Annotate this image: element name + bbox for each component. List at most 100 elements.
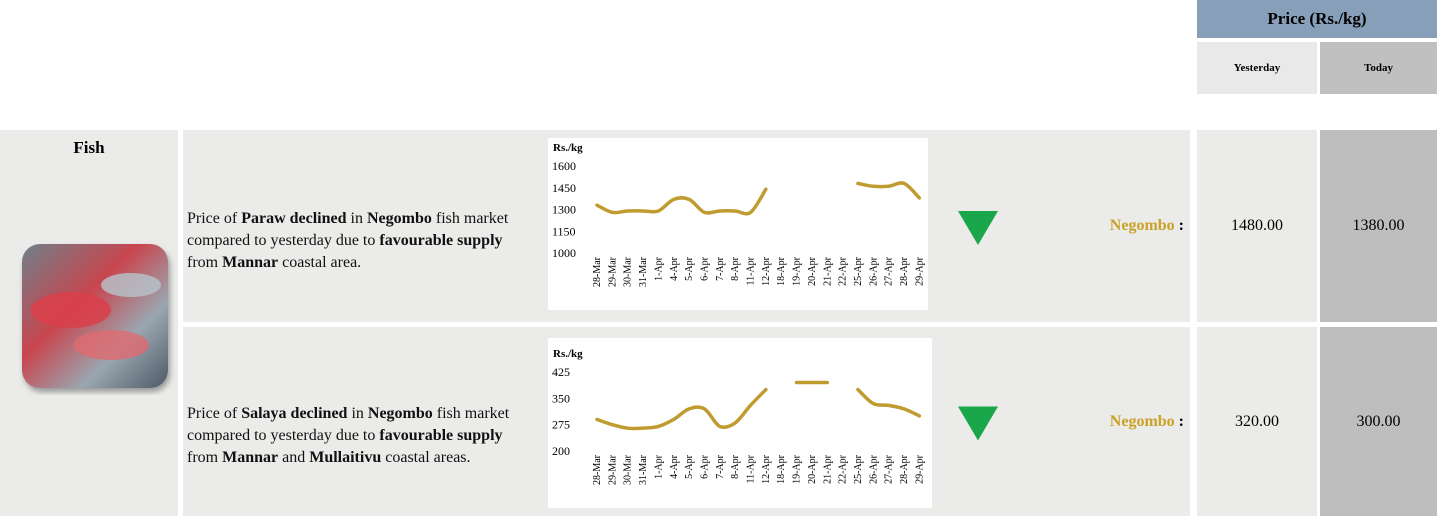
x-tick-label: 27-Apr bbox=[884, 256, 895, 286]
description-segment: favourable supply bbox=[379, 232, 503, 249]
y-tick-label: 425 bbox=[552, 365, 570, 379]
x-tick-label: 1-Apr bbox=[653, 454, 664, 479]
x-tick-label: 30-Mar bbox=[623, 256, 634, 287]
x-tick-label: 31-Mar bbox=[638, 256, 649, 287]
yesterday-price: 320.00 bbox=[1197, 327, 1317, 516]
today-price: 1380.00 bbox=[1320, 130, 1437, 322]
x-tick-label: 12-Apr bbox=[761, 454, 772, 484]
x-tick-label: 11-Apr bbox=[746, 256, 757, 285]
category-cell: Fish bbox=[0, 130, 178, 516]
description-segment: and bbox=[278, 448, 310, 466]
x-tick-label: 5-Apr bbox=[684, 454, 695, 479]
yesterday-header: Yesterday bbox=[1197, 42, 1317, 94]
x-tick-label: 4-Apr bbox=[669, 454, 680, 479]
description-segment: Paraw declined bbox=[241, 210, 347, 227]
today-header: Today bbox=[1320, 42, 1437, 94]
x-tick-label: 22-Apr bbox=[838, 256, 849, 286]
x-tick-label: 6-Apr bbox=[699, 454, 710, 479]
x-tick-label: 27-Apr bbox=[884, 454, 895, 484]
x-tick-label: 7-Apr bbox=[715, 256, 726, 281]
description-segment: from bbox=[187, 448, 223, 466]
description-segment: Salaya declined bbox=[241, 404, 348, 422]
separator: : bbox=[1178, 217, 1184, 234]
description-text: Price of Salaya declined in Negombo fish… bbox=[187, 403, 537, 469]
description-segment: Negombo bbox=[366, 210, 432, 227]
x-tick-label: 20-Apr bbox=[807, 454, 818, 484]
trend-down-arrow bbox=[958, 406, 998, 441]
description-segment: coastal areas. bbox=[381, 448, 471, 466]
x-tick-label: 29-Apr bbox=[914, 454, 925, 484]
x-tick-label: 4-Apr bbox=[669, 256, 680, 281]
description-segment: in bbox=[346, 210, 367, 227]
market-name: Negombo bbox=[1109, 412, 1175, 430]
x-tick-label: 26-Apr bbox=[868, 256, 879, 286]
y-tick-label: 1300 bbox=[552, 203, 576, 217]
description-segment: Mannar bbox=[222, 254, 279, 271]
y-tick-label: 350 bbox=[552, 391, 570, 405]
separator: : bbox=[1178, 412, 1184, 430]
description-segment: Negombo bbox=[367, 404, 433, 422]
x-tick-label: 28-Mar bbox=[592, 454, 603, 485]
x-tick-label: 25-Apr bbox=[853, 454, 864, 484]
x-tick-label: 19-Apr bbox=[792, 454, 803, 484]
x-tick-label: 8-Apr bbox=[730, 256, 741, 281]
description-segment: Mullaitivu bbox=[309, 448, 382, 466]
description-segment: in bbox=[347, 404, 368, 422]
x-tick-label: 29-Apr bbox=[914, 256, 925, 286]
x-tick-label: 20-Apr bbox=[807, 256, 818, 286]
x-tick-label: 29-Mar bbox=[607, 454, 618, 485]
description-segment: Mannar bbox=[222, 448, 279, 466]
fish-image bbox=[22, 244, 170, 392]
description-segment: fish market compared to yesterday due to bbox=[187, 210, 509, 249]
x-tick-label: 29-Mar bbox=[607, 256, 618, 287]
description-segment: favourable supply bbox=[379, 426, 503, 444]
x-tick-label: 25-Apr bbox=[853, 256, 864, 286]
yesterday-price: 1480.00 bbox=[1197, 130, 1317, 322]
x-tick-label: 28-Apr bbox=[899, 256, 910, 286]
y-axis-label: Rs./kg bbox=[553, 348, 583, 360]
price-line bbox=[595, 380, 922, 431]
x-tick-label: 1-Apr bbox=[653, 256, 664, 281]
description-text: Price of Paraw declined in Negombo fish … bbox=[187, 208, 537, 274]
x-tick-label: 22-Apr bbox=[838, 454, 849, 484]
today-price: 300.00 bbox=[1320, 327, 1437, 516]
category-label: Fish bbox=[73, 138, 105, 157]
description-segment: coastal area. bbox=[278, 254, 362, 271]
chart-background bbox=[548, 138, 928, 310]
x-tick-label: 21-Apr bbox=[822, 256, 833, 286]
y-axis-label: Rs./kg bbox=[553, 142, 583, 154]
price-header: Price (Rs./kg) bbox=[1197, 0, 1437, 38]
x-tick-label: 8-Apr bbox=[730, 454, 741, 479]
y-tick-label: 1450 bbox=[552, 181, 576, 195]
description-segment: Price of bbox=[187, 210, 242, 227]
x-tick-label: 18-Apr bbox=[776, 256, 787, 286]
y-tick-label: 1000 bbox=[552, 246, 576, 260]
description-segment: Price of bbox=[187, 404, 242, 422]
x-tick-label: 26-Apr bbox=[868, 454, 879, 484]
price-line bbox=[595, 181, 922, 216]
x-tick-label: 21-Apr bbox=[822, 454, 833, 484]
y-tick-label: 1150 bbox=[552, 224, 576, 238]
x-tick-label: 28-Mar bbox=[592, 256, 603, 287]
y-tick-label: 1600 bbox=[552, 159, 576, 173]
x-tick-label: 11-Apr bbox=[746, 454, 757, 483]
description: Price of Paraw declined in Negombo fish … bbox=[187, 130, 537, 322]
description-segment: from bbox=[187, 254, 223, 271]
x-tick-label: 7-Apr bbox=[715, 454, 726, 479]
x-tick-label: 12-Apr bbox=[761, 256, 772, 286]
market: Negombo: bbox=[1040, 413, 1190, 431]
description-segment: fish market compared to yesterday due to bbox=[187, 404, 510, 444]
trend-down-arrow bbox=[958, 211, 998, 245]
x-tick-label: 5-Apr bbox=[684, 256, 695, 281]
x-tick-label: 18-Apr bbox=[776, 454, 787, 484]
x-tick-label: 28-Apr bbox=[899, 454, 910, 484]
x-tick-label: 19-Apr bbox=[792, 256, 803, 286]
x-tick-label: 6-Apr bbox=[699, 256, 710, 281]
description: Price of Salaya declined in Negombo fish… bbox=[187, 327, 537, 516]
market-name: Negombo bbox=[1109, 217, 1175, 234]
y-tick-label: 275 bbox=[552, 418, 570, 432]
x-tick-label: 31-Mar bbox=[638, 454, 649, 485]
market: Negombo: bbox=[1040, 217, 1190, 235]
